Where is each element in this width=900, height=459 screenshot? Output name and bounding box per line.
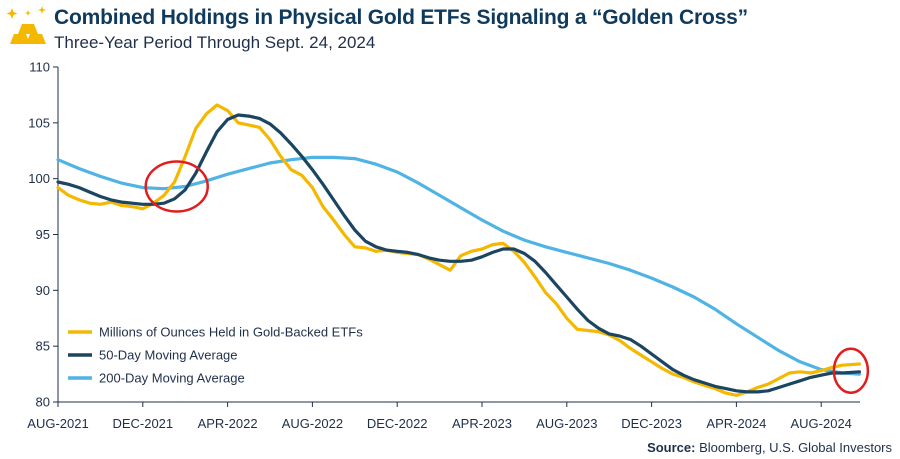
legend-item-ma-200-label: 200-Day Moving Average <box>99 371 245 386</box>
ma-50-day-line <box>56 113 861 394</box>
x-tick-label: APR-2023 <box>452 416 512 431</box>
source-label: Source: <box>647 440 696 455</box>
gold-bars-logo-icon <box>6 6 46 44</box>
y-tick-label: 85 <box>36 339 50 354</box>
x-tick-label: APR-2024 <box>706 416 766 431</box>
golden-cross-highlight-circle-2024 <box>832 347 870 394</box>
y-tick-label: 110 <box>29 60 50 75</box>
chart-title: Combined Holdings in Physical Gold ETFs … <box>54 6 748 29</box>
chart-subtitle: Three-Year Period Through Sept. 24, 2024 <box>54 33 376 52</box>
y-tick-label: 80 <box>36 395 50 410</box>
x-tick-label: AUG-2022 <box>282 416 343 431</box>
x-tick-label: AUG-2023 <box>536 416 597 431</box>
legend: Millions of Ounces Held in Gold-Backed E… <box>68 325 363 386</box>
x-tick-label: DEC-2023 <box>621 416 682 431</box>
ma-200-day-line <box>56 155 861 376</box>
legend-item-ma-50-label: 50-Day Moving Average <box>99 348 238 363</box>
y-tick-label: 90 <box>36 283 50 298</box>
y-tick-label: 95 <box>36 227 50 242</box>
source-text: Bloomberg, U.S. Global Investors <box>695 440 892 455</box>
x-tick-label: DEC-2021 <box>112 416 173 431</box>
y-tick-label: 100 <box>28 171 50 186</box>
source-note: Source: Bloomberg, U.S. Global Investors <box>647 440 892 455</box>
gold-etf-holdings-line <box>56 103 861 397</box>
x-tick-label: APR-2022 <box>198 416 258 431</box>
axes: 80 85 90 95 100 105 110 AUG-2021 DEC-2021 APR-202… <box>27 60 860 431</box>
cross-highlight-circle-2022 <box>144 160 209 213</box>
y-tick-label: 105 <box>28 115 50 130</box>
x-tick-label: DEC-2022 <box>367 416 428 431</box>
x-tick-label: AUG-2021 <box>27 416 88 431</box>
legend-item-gold-etf-label: Millions of Ounces Held in Gold-Backed E… <box>99 325 363 340</box>
series-layer <box>56 103 861 397</box>
annotation-layer <box>144 160 870 394</box>
x-tick-label: AUG-2024 <box>790 416 851 431</box>
